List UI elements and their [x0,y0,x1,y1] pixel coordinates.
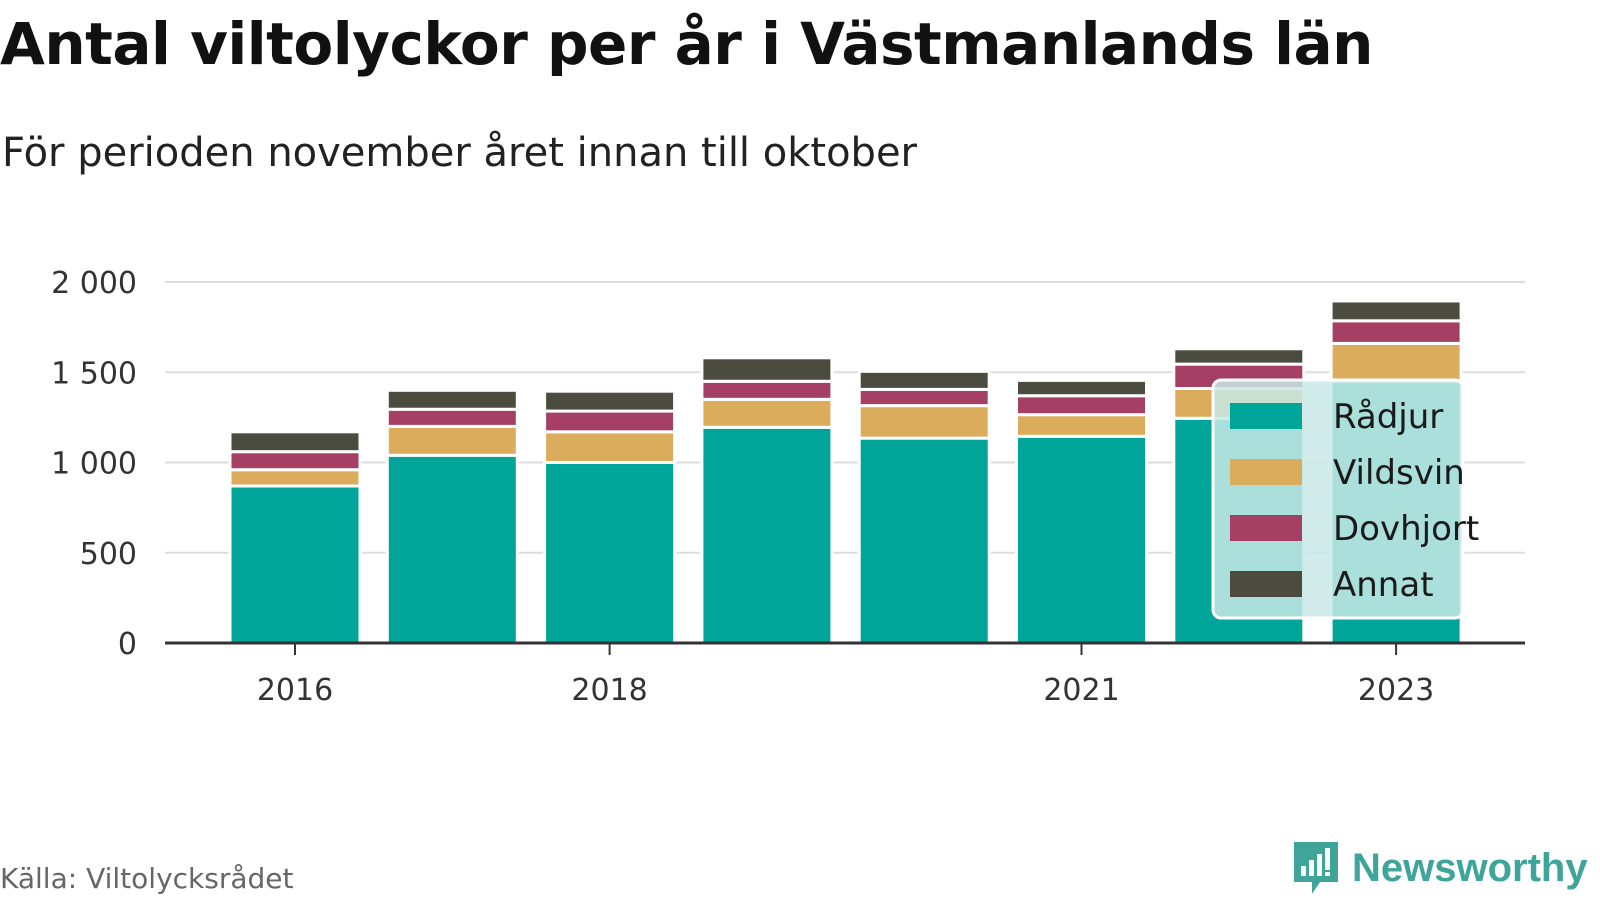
legend-label-rådjur: Rådjur [1333,397,1443,437]
bar-segment-dovhjort [543,409,677,434]
legend-box [1211,378,1465,620]
brand-name: Newsworthy [1352,845,1588,890]
x-axis-ticks: 2016 2018 2021 2023 [165,641,1525,708]
legend-label-vildsvin: Vildsvin [1333,453,1465,493]
y-tick-label: 2 000 [51,266,137,301]
bars [228,299,1463,645]
bar-segment-dovhjort [700,379,834,401]
bar-segment-annat [385,388,519,411]
x-tick-label: 2016 [257,673,333,708]
y-tick-label: 1 500 [51,356,137,391]
source-note: Källa: Viltolycksrådet [0,862,294,895]
legend-label-annat: Annat [1333,565,1434,605]
brand-logo: Newsworthy [1290,840,1588,896]
bar-segment-vildsvin [228,468,362,488]
legend: Rådjur Vildsvin Dovhjort Annat [1211,378,1479,620]
y-tick-label: 1 000 [51,447,137,482]
x-tick-label: 2018 [571,673,647,708]
stacked-bar-chart: 0 500 1 000 1 500 2 000 2016 2018 2021 2023 Råd… [51,266,1525,708]
bar-segment-annat [1329,299,1463,323]
y-axis-ticks: 0 500 1 000 1 500 2 000 [51,266,137,662]
y-tick-label: 500 [80,537,137,572]
bar-segment-annat [543,389,677,413]
bar-segment-rådjur [1015,434,1148,645]
bar-segment-dovhjort [1015,394,1148,417]
bar-segment-dovhjort [385,407,519,428]
bar-segment-rådjur [700,425,834,645]
bar-segment-vildsvin [385,424,519,457]
bar-segment-dovhjort [857,387,991,408]
bar-segment-annat [857,369,991,391]
legend-swatch-rådjur [1230,403,1302,429]
bar-segment-dovhjort [228,450,362,472]
y-tick-label: 0 [118,627,137,662]
bar-segment-annat [228,430,362,454]
bar-segment-rådjur [385,453,519,645]
bar-segment-vildsvin [1329,341,1463,383]
bar-segment-vildsvin [1015,413,1148,438]
x-tick-label: 2021 [1043,673,1119,708]
chart-title: Antal viltolyckor per år i Västmanlands … [0,10,1373,78]
bar-segment-dovhjort [1329,319,1463,345]
newsworthy-logo-icon [1294,842,1338,894]
bar-segment-vildsvin [543,430,677,465]
bar-segment-vildsvin [857,404,991,440]
legend-swatch-annat [1230,571,1302,597]
legend-swatch-vildsvin [1230,459,1302,485]
bar-segment-annat [1015,378,1148,398]
bar-segment-rådjur [228,484,362,645]
legend-swatch-dovhjort [1230,515,1302,541]
bar-segment-rådjur [543,461,677,645]
x-tick-label: 2023 [1358,673,1434,708]
bar-segment-vildsvin [700,397,834,429]
chart-subtitle: För perioden november året innan till ok… [2,130,917,176]
legend-label-dovhjort: Dovhjort [1333,509,1479,549]
bar-segment-annat [1172,347,1306,366]
bar-segment-annat [700,356,834,383]
bar-segment-rådjur [857,436,991,645]
